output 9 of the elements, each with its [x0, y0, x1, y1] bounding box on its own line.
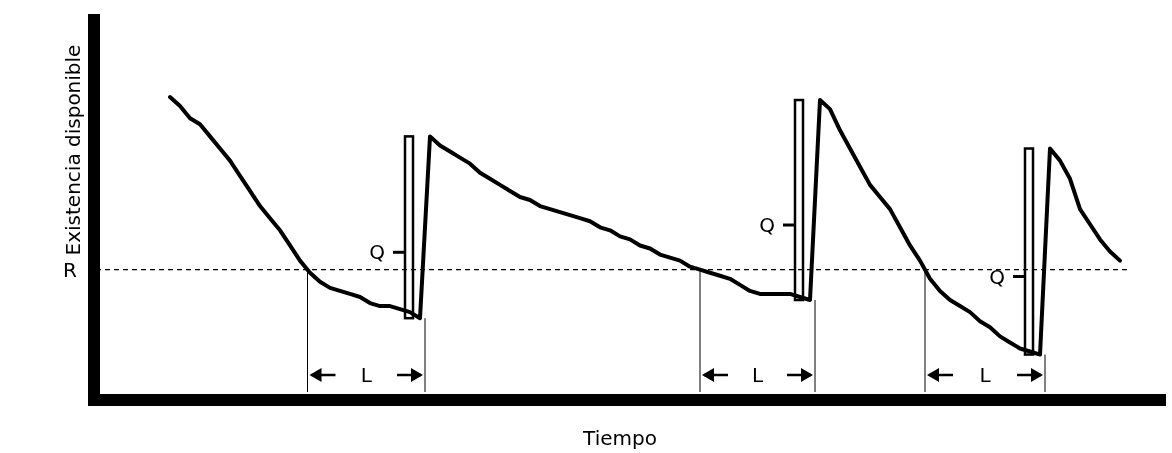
annotation: Q [759, 213, 775, 238]
y-axis-title: Existencia disponible [61, 44, 85, 256]
annotation: Q [369, 240, 385, 265]
ref-line-label: R [63, 257, 78, 282]
x-axis-title: Tiempo [582, 426, 657, 450]
annotation: L [751, 363, 764, 387]
annotation: L [360, 363, 373, 387]
annotation: Q [989, 264, 1005, 289]
annotation: L [979, 363, 992, 387]
